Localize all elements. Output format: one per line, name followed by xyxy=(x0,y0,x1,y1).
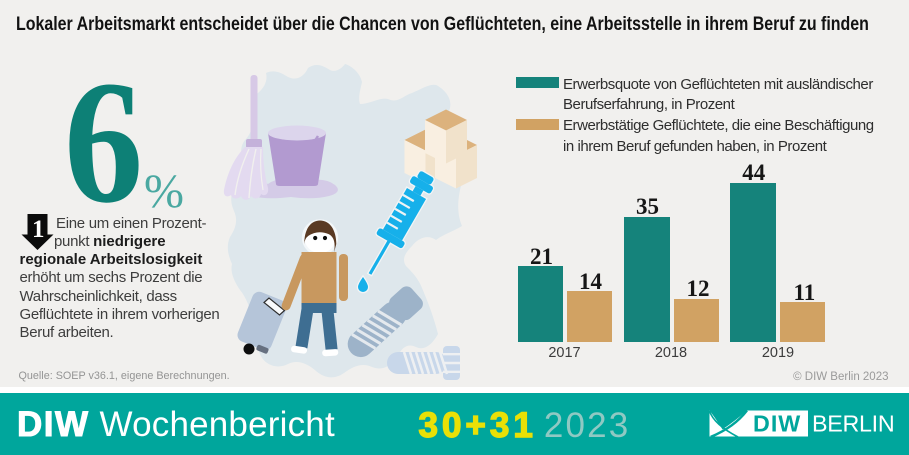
svg-text:1: 1 xyxy=(32,216,45,243)
svg-text:DIW: DIW xyxy=(753,411,801,437)
svg-text:BERLIN: BERLIN xyxy=(812,411,894,437)
